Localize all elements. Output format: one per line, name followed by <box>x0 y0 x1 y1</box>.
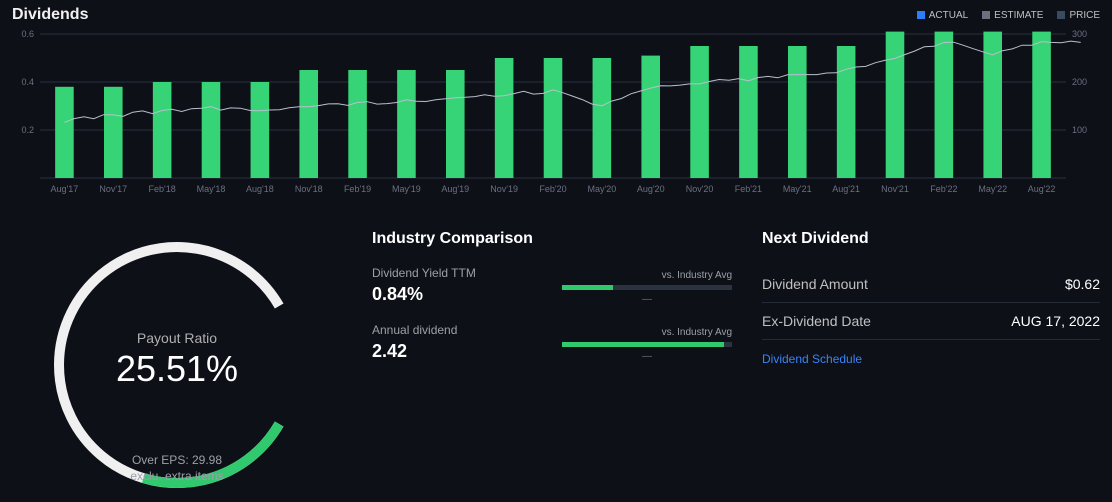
svg-text:200: 200 <box>1072 77 1087 87</box>
industry-row: Annual dividend 2.42 vs. Industry Avg — <box>372 323 732 362</box>
legend-label-actual: ACTUAL <box>929 10 968 21</box>
svg-text:Nov'18: Nov'18 <box>295 184 323 194</box>
payout-ratio-gauge: Payout Ratio 25.51% Over EPS: 29.98 excl… <box>12 230 342 500</box>
industry-bar-fill <box>562 342 724 347</box>
svg-text:Aug'18: Aug'18 <box>246 184 274 194</box>
dividend-schedule-link[interactable]: Dividend Schedule <box>762 352 1100 366</box>
gauge-label: Payout Ratio <box>116 330 238 346</box>
svg-text:May'18: May'18 <box>197 184 226 194</box>
industry-title: Industry Comparison <box>372 230 732 248</box>
svg-text:Aug'21: Aug'21 <box>832 184 860 194</box>
next-row-value: $0.62 <box>1065 276 1100 292</box>
svg-text:Feb'21: Feb'21 <box>735 184 762 194</box>
gauge-value: 25.51% <box>116 348 238 390</box>
industry-row-value: 0.84% <box>372 284 476 305</box>
svg-text:300: 300 <box>1072 30 1087 39</box>
svg-text:Feb'22: Feb'22 <box>930 184 957 194</box>
svg-text:Aug'19: Aug'19 <box>441 184 469 194</box>
svg-text:Feb'18: Feb'18 <box>149 184 176 194</box>
industry-bar-track <box>562 285 732 290</box>
svg-text:100: 100 <box>1072 125 1087 135</box>
next-row-key: Ex-Dividend Date <box>762 313 871 329</box>
bottom-panels: Payout Ratio 25.51% Over EPS: 29.98 excl… <box>12 230 1100 500</box>
industry-row-label: Dividend Yield TTM <box>372 266 476 280</box>
dividends-chart[interactable]: 0.2 0.4 0.6 100 200 300 Aug'17 Nov'17 Feb'18 May'… <box>12 30 1100 200</box>
next-row-key: Dividend Amount <box>762 276 868 292</box>
header: Dividends ACTUAL ESTIMATE PRICE <box>0 0 1112 24</box>
vs-industry-label: vs. Industry Avg <box>562 270 732 281</box>
vs-industry-label: vs. Industry Avg <box>562 327 732 338</box>
next-dividend-panel: Next Dividend Dividend Amount $0.62 Ex-Div… <box>762 230 1100 500</box>
next-row-value: AUG 17, 2022 <box>1011 313 1100 329</box>
svg-text:May'19: May'19 <box>392 184 421 194</box>
svg-text:Nov'19: Nov'19 <box>490 184 518 194</box>
chart-legend: ACTUAL ESTIMATE PRICE <box>917 10 1100 21</box>
industry-row-label: Annual dividend <box>372 323 457 337</box>
legend-swatch-actual <box>917 11 925 19</box>
svg-text:May'21: May'21 <box>783 184 812 194</box>
svg-text:Aug'17: Aug'17 <box>51 184 79 194</box>
gauge-subtext: Over EPS: 29.98 exclu. extra items <box>130 453 223 484</box>
next-dividend-row: Ex-Dividend Date AUG 17, 2022 <box>762 303 1100 340</box>
svg-text:Feb'20: Feb'20 <box>539 184 566 194</box>
industry-bar-dash: — <box>562 294 732 305</box>
svg-text:May'22: May'22 <box>978 184 1007 194</box>
industry-comparison-panel: Industry Comparison Dividend Yield TTM 0… <box>372 230 732 500</box>
gauge-sub-line2: exclu. extra items <box>130 469 223 485</box>
svg-text:0.6: 0.6 <box>21 30 34 39</box>
industry-bar-dash: — <box>562 351 732 362</box>
gauge-center: Payout Ratio 25.51% <box>116 330 238 390</box>
legend-item-price: PRICE <box>1057 10 1100 21</box>
legend-swatch-price <box>1057 11 1065 19</box>
svg-text:May'20: May'20 <box>587 184 616 194</box>
gauge-sub-line1: Over EPS: 29.98 <box>130 453 223 469</box>
legend-label-estimate: ESTIMATE <box>994 10 1043 21</box>
svg-text:Nov'21: Nov'21 <box>881 184 909 194</box>
svg-text:0.4: 0.4 <box>21 77 34 87</box>
svg-text:Nov'20: Nov'20 <box>686 184 714 194</box>
svg-text:Aug'22: Aug'22 <box>1028 184 1056 194</box>
svg-text:Feb'19: Feb'19 <box>344 184 371 194</box>
industry-row: Dividend Yield TTM 0.84% vs. Industry Av… <box>372 266 732 305</box>
industry-bar-fill <box>562 285 613 290</box>
next-dividend-row: Dividend Amount $0.62 <box>762 266 1100 303</box>
industry-row-value: 2.42 <box>372 341 457 362</box>
svg-text:Aug'20: Aug'20 <box>637 184 665 194</box>
svg-text:0.2: 0.2 <box>21 125 34 135</box>
legend-item-estimate: ESTIMATE <box>982 10 1043 21</box>
legend-item-actual: ACTUAL <box>917 10 968 21</box>
industry-bar-track <box>562 342 732 347</box>
legend-swatch-estimate <box>982 11 990 19</box>
page-title: Dividends <box>12 6 88 24</box>
legend-label-price: PRICE <box>1069 10 1100 21</box>
next-title: Next Dividend <box>762 230 1100 248</box>
svg-text:Nov'17: Nov'17 <box>99 184 127 194</box>
chart-svg: 0.2 0.4 0.6 100 200 300 Aug'17 Nov'17 Feb'18 May'… <box>12 30 1100 200</box>
